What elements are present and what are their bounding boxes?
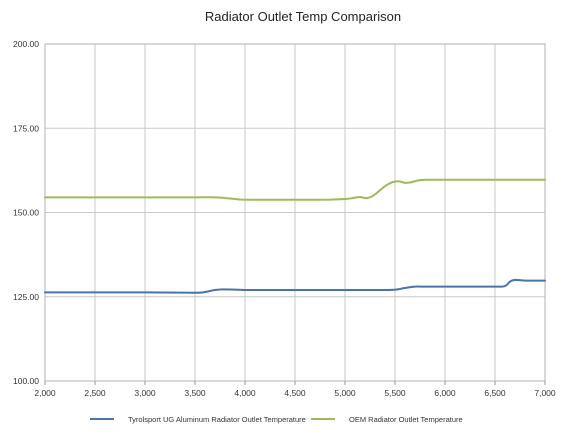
series-lines bbox=[44, 178, 546, 294]
legend-label-tyrolsport: Tyrolsport UG Aluminum Radiator Outlet T… bbox=[128, 415, 306, 424]
x-tick-label: 5,500 bbox=[384, 388, 406, 398]
x-tick-label: 3,500 bbox=[184, 388, 206, 398]
y-tick-label: 150.00 bbox=[13, 208, 39, 218]
y-tick-label: 100.00 bbox=[13, 376, 39, 386]
x-axis-ticks: 2,000 2,500 3,000 3,500 4,000 4,500 5,000 5,500… bbox=[34, 381, 556, 398]
legend: Tyrolsport UG Aluminum Radiator Outlet T… bbox=[90, 415, 463, 424]
grid-lines bbox=[44, 43, 546, 382]
x-tick-label: 2,500 bbox=[84, 388, 106, 398]
x-tick-label: 6,000 bbox=[434, 388, 456, 398]
x-tick-label: 6,500 bbox=[484, 388, 506, 398]
x-tick-label: 5,000 bbox=[334, 388, 356, 398]
x-tick-label: 7,000 bbox=[534, 388, 556, 398]
y-tick-label: 125.00 bbox=[13, 292, 39, 302]
x-tick-label: 4,000 bbox=[234, 388, 256, 398]
legend-label-oem: OEM Radiator Outlet Temperature bbox=[349, 415, 463, 424]
x-tick-label: 4,500 bbox=[284, 388, 306, 398]
y-tick-label: 200.00 bbox=[13, 39, 39, 49]
x-tick-label: 3,000 bbox=[134, 388, 156, 398]
y-tick-label: 175.00 bbox=[13, 123, 39, 133]
series-line-tyrolsport bbox=[44, 278, 546, 294]
series-line-oem bbox=[44, 178, 546, 201]
chart-title: Radiator Outlet Temp Comparison bbox=[205, 9, 401, 24]
y-axis-ticks: 100.00 125.00 150.00 175.00 200.00 bbox=[13, 39, 39, 386]
x-tick-label: 2,000 bbox=[34, 388, 56, 398]
